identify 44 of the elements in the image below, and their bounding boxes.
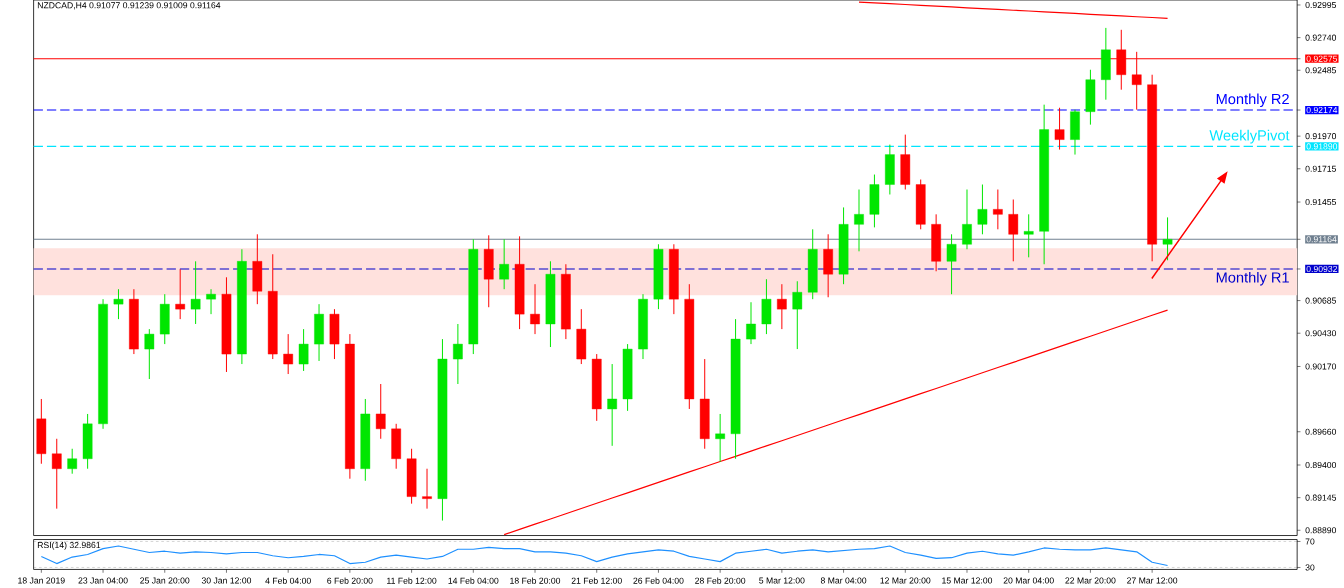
- x-tick-label: 30 Jan 12:00: [201, 577, 252, 584]
- x-tick-label: 28 Feb 20:00: [695, 577, 746, 584]
- chart-title: RSI(14) 32.9861: [37, 541, 101, 550]
- ref-line-label: WeeklyPivot: [1209, 129, 1290, 144]
- y-tick-label: 0.90430: [1305, 329, 1337, 337]
- x-tick-label: 26 Feb 04:00: [633, 577, 684, 584]
- ref-line-label: Monthly R2: [1216, 93, 1289, 107]
- x-tick-label: 18 Feb 20:00: [510, 577, 561, 584]
- chart-title: NZDCAD,H4 0.91077 0.91239 0.91009 0.91164: [37, 2, 221, 10]
- x-tick-label: 14 Feb 04:00: [448, 577, 499, 584]
- y-tick-label: 0.89660: [1305, 428, 1337, 435]
- y-tick-label: 70: [1305, 538, 1315, 545]
- x-tick-label: 22 Mar 20:00: [1065, 577, 1116, 584]
- x-tick-label: 27 Mar 12:00: [1127, 577, 1178, 584]
- x-tick-label: 5 Mar 12:00: [759, 577, 805, 584]
- y-tick-label: 0.89400: [1305, 461, 1337, 468]
- x-tick-label: 21 Feb 12:00: [571, 577, 622, 584]
- y-tick-label: 0.90170: [1305, 363, 1337, 370]
- x-tick-label: 25 Jan 20:00: [140, 577, 190, 584]
- x-tick-label: 15 Mar 12:00: [942, 577, 993, 584]
- x-tick-label: 18 Jan 2019: [18, 577, 65, 584]
- y-tick-label: 0.92575: [1306, 55, 1338, 62]
- y-tick-label: 0.91455: [1305, 198, 1337, 205]
- y-tick-label: 0.88890: [1305, 527, 1337, 534]
- x-tick-label: 4 Feb 04:00: [265, 577, 311, 584]
- y-tick-label: 0.91890: [1306, 143, 1338, 150]
- x-tick-label: 12 Mar 20:00: [880, 577, 931, 584]
- ref-line-label: Monthly R1: [1216, 271, 1289, 286]
- x-tick-label: 20 Mar 04:00: [1003, 577, 1054, 584]
- x-tick-label: 23 Jan 04:00: [78, 577, 128, 584]
- x-tick-label: 11 Feb 12:00: [387, 577, 437, 584]
- y-tick-label: 0.91164: [1306, 236, 1337, 243]
- y-tick-label: 0.91715: [1305, 165, 1337, 172]
- y-tick-label: 0.89145: [1305, 494, 1337, 501]
- y-tick-label: 0.90685: [1305, 297, 1337, 304]
- x-tick-label: 8 Mar 04:00: [820, 577, 867, 584]
- y-tick-label: 0.92485: [1305, 67, 1337, 74]
- y-tick-label: 30: [1305, 564, 1315, 571]
- y-tick-label: 0.92174: [1306, 106, 1338, 113]
- y-tick-label: 0.90932: [1306, 265, 1338, 272]
- y-tick-label: 0.92995: [1305, 1, 1337, 8]
- x-tick-label: 6 Feb 20:00: [327, 577, 373, 584]
- y-tick-label: 0.91970: [1305, 132, 1337, 140]
- y-tick-label: 0.92740: [1305, 34, 1337, 41]
